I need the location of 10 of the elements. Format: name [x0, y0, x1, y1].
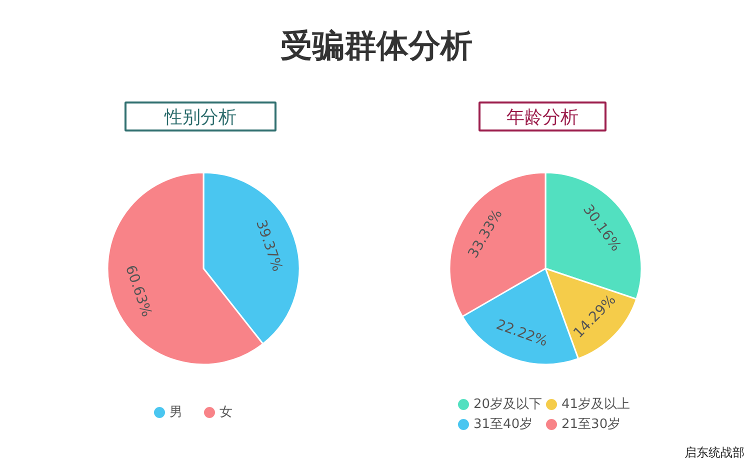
- chart-subtitle: 年龄分析: [506, 107, 578, 128]
- legend-label: 女: [220, 405, 232, 420]
- chart-subtitle: 性别分析: [164, 107, 236, 128]
- legend-label: 41岁及以上: [562, 397, 630, 412]
- text: 启东统战部: [684, 446, 744, 460]
- text: 受骗群体分析: [280, 26, 472, 64]
- legend-label: 男: [170, 405, 182, 420]
- legend-label: 20岁及以下: [474, 397, 542, 412]
- legend-label: 31至40岁: [474, 417, 533, 432]
- legend-label: 21至30岁: [562, 417, 621, 432]
